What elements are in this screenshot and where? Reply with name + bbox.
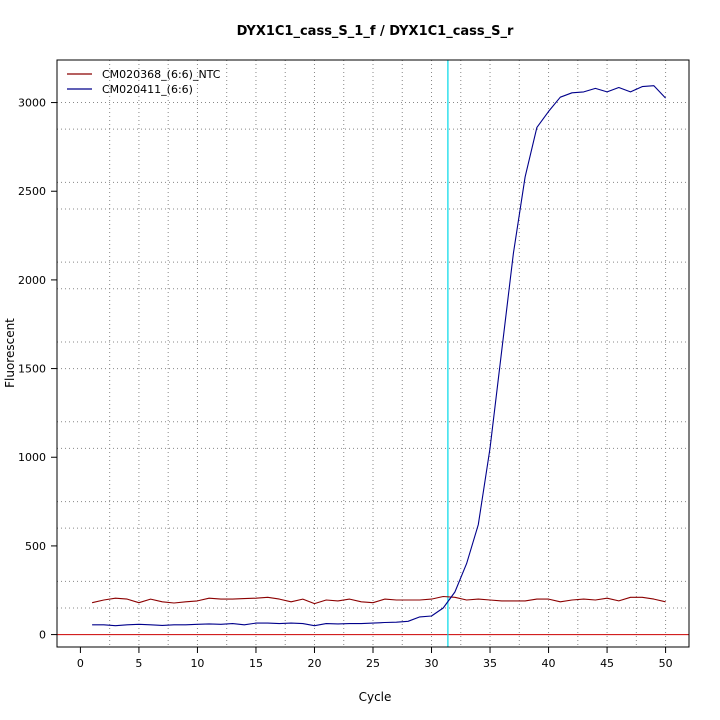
chart-title: DYX1C1_cass_S_1_f / DYX1C1_cass_S_r (237, 24, 514, 39)
x-tick-label: 0 (77, 657, 84, 670)
x-tick-label: 50 (659, 657, 673, 670)
x-tick-label: 45 (600, 657, 614, 670)
x-tick-label: 10 (190, 657, 204, 670)
x-tick-label: 15 (249, 657, 263, 670)
x-axis: 0 5 10 15 20 25 30 35 40 45 50 (77, 646, 673, 670)
y-tick-label: 1500 (18, 363, 46, 376)
x-tick-label: 20 (307, 657, 321, 670)
series-line-2 (92, 85, 667, 627)
x-tick-label: 25 (366, 657, 380, 670)
y-tick-label: 500 (25, 540, 46, 553)
y-tick-label: 2000 (18, 274, 46, 287)
grid (57, 60, 689, 647)
y-tick-label: 2500 (18, 185, 46, 198)
legend-label-2: CM020411_(6:6) (102, 83, 193, 96)
x-tick-label: 40 (542, 657, 556, 670)
x-tick-label: 30 (425, 657, 439, 670)
series-lines (91, 85, 667, 627)
y-tick-label: 0 (39, 629, 46, 642)
y-axis-label: Fluorescent (3, 318, 17, 388)
y-tick-label: 1000 (18, 451, 46, 464)
x-tick-label: 35 (483, 657, 497, 670)
y-tick-label: 3000 (18, 97, 46, 110)
x-axis-label: Cycle (359, 690, 392, 704)
legend: CM020368_(6:6)_NTC CM020411_(6:6) (67, 68, 221, 96)
x-tick-label: 5 (135, 657, 142, 670)
legend-label-1: CM020368_(6:6)_NTC (102, 68, 221, 81)
y-axis: 0 500 1000 1500 2000 2500 3000 (18, 97, 58, 642)
series-line-1 (91, 595, 666, 605)
